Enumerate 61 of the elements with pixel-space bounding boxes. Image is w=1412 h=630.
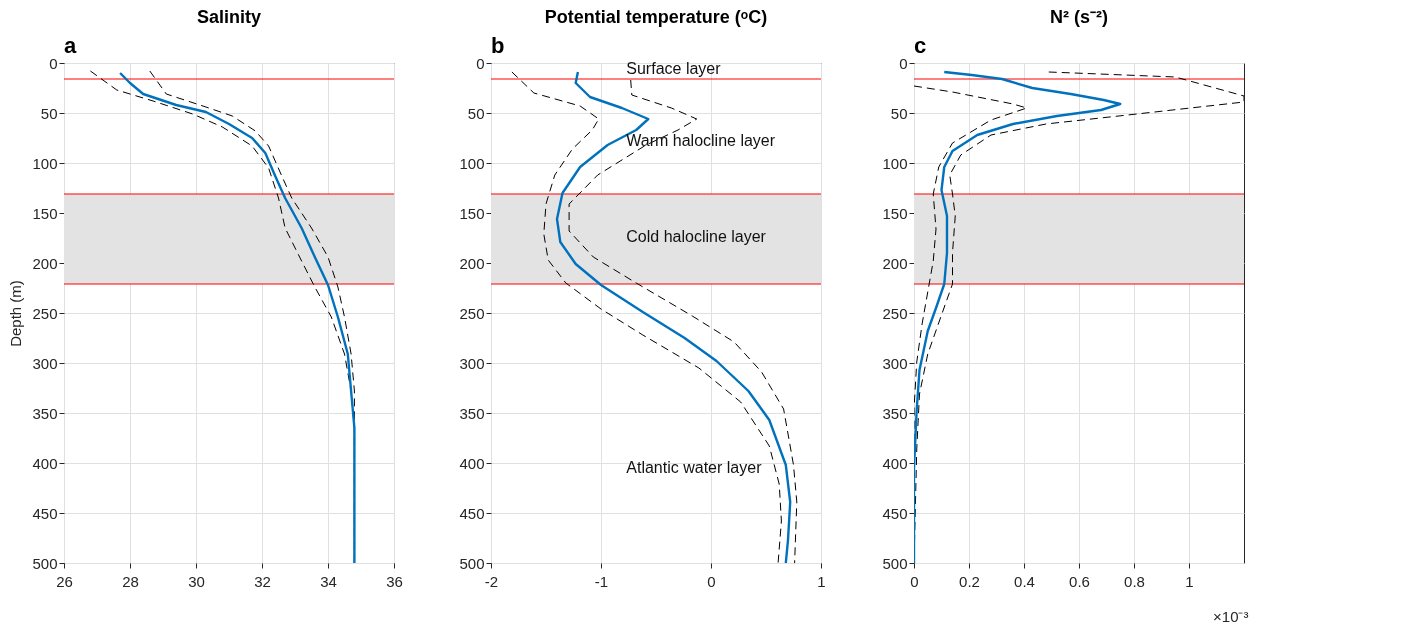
x-tick-label: 0.8: [1124, 572, 1145, 590]
y-tick-label: 400: [32, 454, 58, 472]
x-tick-label: -2: [484, 572, 499, 590]
y-tick-label: 0: [899, 54, 908, 72]
annotation: Surface layer: [626, 60, 722, 77]
y-axis-title: Depth (m): [7, 280, 25, 347]
x-tick-label: 36: [386, 572, 403, 590]
x-tick-label: 34: [320, 572, 337, 590]
y-tick-label: 250: [459, 304, 485, 322]
chart-title: N² (s⁻²): [1050, 7, 1108, 27]
text: a: [64, 33, 77, 58]
y-tick-label: 350: [32, 404, 58, 422]
annotation: Atlantic water layer: [626, 459, 763, 476]
y-tick-label: 500: [459, 554, 485, 572]
text: c: [914, 33, 927, 58]
y-tick-label: 50: [467, 104, 485, 122]
y-tick-label: 350: [459, 404, 485, 422]
y-tick-label: 200: [459, 254, 485, 272]
y-tick-label: 250: [882, 304, 908, 322]
y-tick-label: 150: [32, 204, 58, 222]
y-tick-label: 150: [459, 204, 485, 222]
y-tick-label: 100: [32, 154, 58, 172]
y-tick-label: 450: [459, 504, 485, 522]
y-tick-label: 300: [32, 354, 58, 372]
y-tick-label: 500: [32, 554, 58, 572]
y-tick-label: 450: [32, 504, 58, 522]
y-tick-label: 200: [882, 254, 908, 272]
y-tick-label: 50: [890, 104, 908, 122]
x-axis-title: ×10⁻³: [1213, 607, 1249, 625]
y-tick-label: 400: [882, 454, 908, 472]
annotation: Warm halocline layer: [626, 132, 776, 149]
y-tick-label: 0: [49, 54, 58, 72]
y-tick-label: 0: [476, 54, 485, 72]
chart-title: Potential temperature (ᵒC): [544, 7, 768, 27]
x-tick-label: 1: [817, 572, 826, 590]
y-tick-label: 250: [32, 304, 58, 322]
y-tick-label: 100: [459, 154, 485, 172]
y-tick-label: 200: [32, 254, 58, 272]
annotation: Cold halocline layer: [626, 228, 767, 245]
x-tick-label: 0.6: [1069, 572, 1090, 590]
y-tick-label: 400: [459, 454, 485, 472]
y-tick-label: 100: [882, 154, 908, 172]
y-tick-label: 500: [882, 554, 908, 572]
y-tick-label: 450: [882, 504, 908, 522]
y-tick-label: 350: [882, 404, 908, 422]
x-tick-label: 0.4: [1014, 572, 1035, 590]
chart-title: Salinity: [196, 7, 262, 27]
x-tick-label: 0: [707, 572, 716, 590]
y-tick-label: 300: [459, 354, 485, 372]
x-tick-label: 0: [910, 572, 919, 590]
x-tick-label: 30: [188, 572, 205, 590]
y-tick-label: 150: [882, 204, 908, 222]
x-tick-label: 26: [56, 572, 73, 590]
x-tick-label: 32: [254, 572, 271, 590]
text: b: [491, 33, 505, 58]
x-tick-label: -1: [594, 572, 609, 590]
y-tick-label: 300: [882, 354, 908, 372]
x-tick-label: 1: [1185, 572, 1194, 590]
x-tick-label: 28: [122, 572, 139, 590]
y-tick-label: 50: [40, 104, 58, 122]
x-tick-label: 0.2: [959, 572, 980, 590]
